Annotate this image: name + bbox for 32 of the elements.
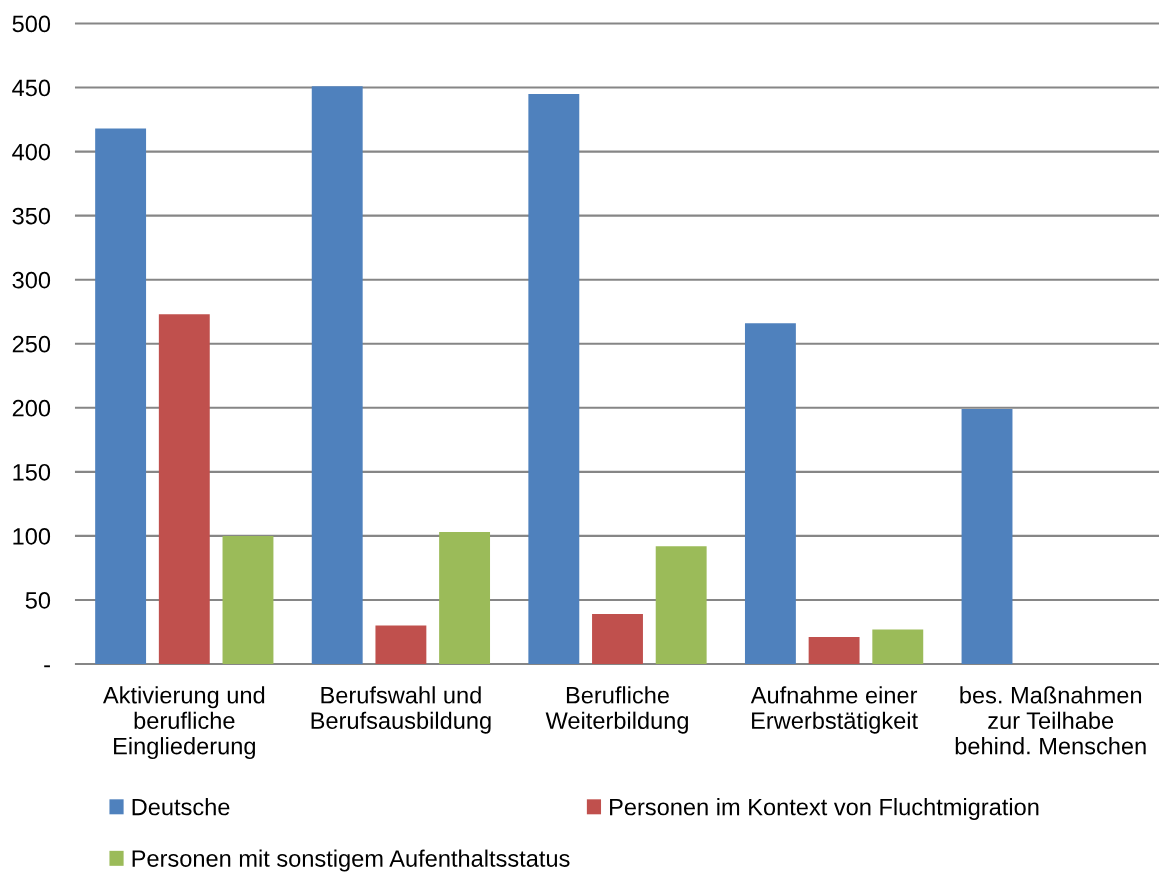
bar xyxy=(744,323,796,664)
y-tick-label: 200 xyxy=(12,399,51,417)
x-tick-label: Aufnahme einer Erwerbstätigkeit xyxy=(750,686,918,734)
y-tick-label: 250 xyxy=(12,335,51,353)
x-tick-label: Aktivierung und berufliche Eingliederung xyxy=(102,686,265,760)
bar xyxy=(961,409,1013,664)
legend-label: Personen mit sonstigem Aufenthaltsstatus xyxy=(132,849,570,872)
y-tick-label: 100 xyxy=(13,527,51,545)
bar xyxy=(655,546,707,664)
x-tick-label: Berufswahl und Berufsausbildung xyxy=(311,686,491,734)
legend-label: Deutsche xyxy=(132,798,230,816)
y-tick-label: 150 xyxy=(13,463,51,481)
bar xyxy=(872,629,924,664)
y-tick-label: 500 xyxy=(12,15,51,33)
y-tick-label: 450 xyxy=(12,79,51,97)
x-tick-label: bes. Maßnahmen zur Teilhabe behind. Menschen xyxy=(955,686,1146,755)
y-tick-label: 300 xyxy=(12,271,51,289)
bar xyxy=(592,614,643,664)
x-tick-label: Berufliche Weiterbildung xyxy=(545,686,688,734)
bar xyxy=(311,86,363,664)
y-tick-label: 400 xyxy=(12,143,51,161)
legend-label: Personen im Kontext von Fluchtmigration xyxy=(610,798,1039,821)
y-tick-label: 350 xyxy=(12,207,51,225)
bar xyxy=(528,93,580,664)
bar xyxy=(808,637,860,664)
bar xyxy=(222,535,274,664)
bar xyxy=(439,532,491,664)
y-tick-label: - xyxy=(44,665,50,668)
bar xyxy=(158,314,210,664)
bar xyxy=(375,625,427,664)
y-tick-label: 50 xyxy=(25,592,51,609)
bar xyxy=(95,128,147,664)
